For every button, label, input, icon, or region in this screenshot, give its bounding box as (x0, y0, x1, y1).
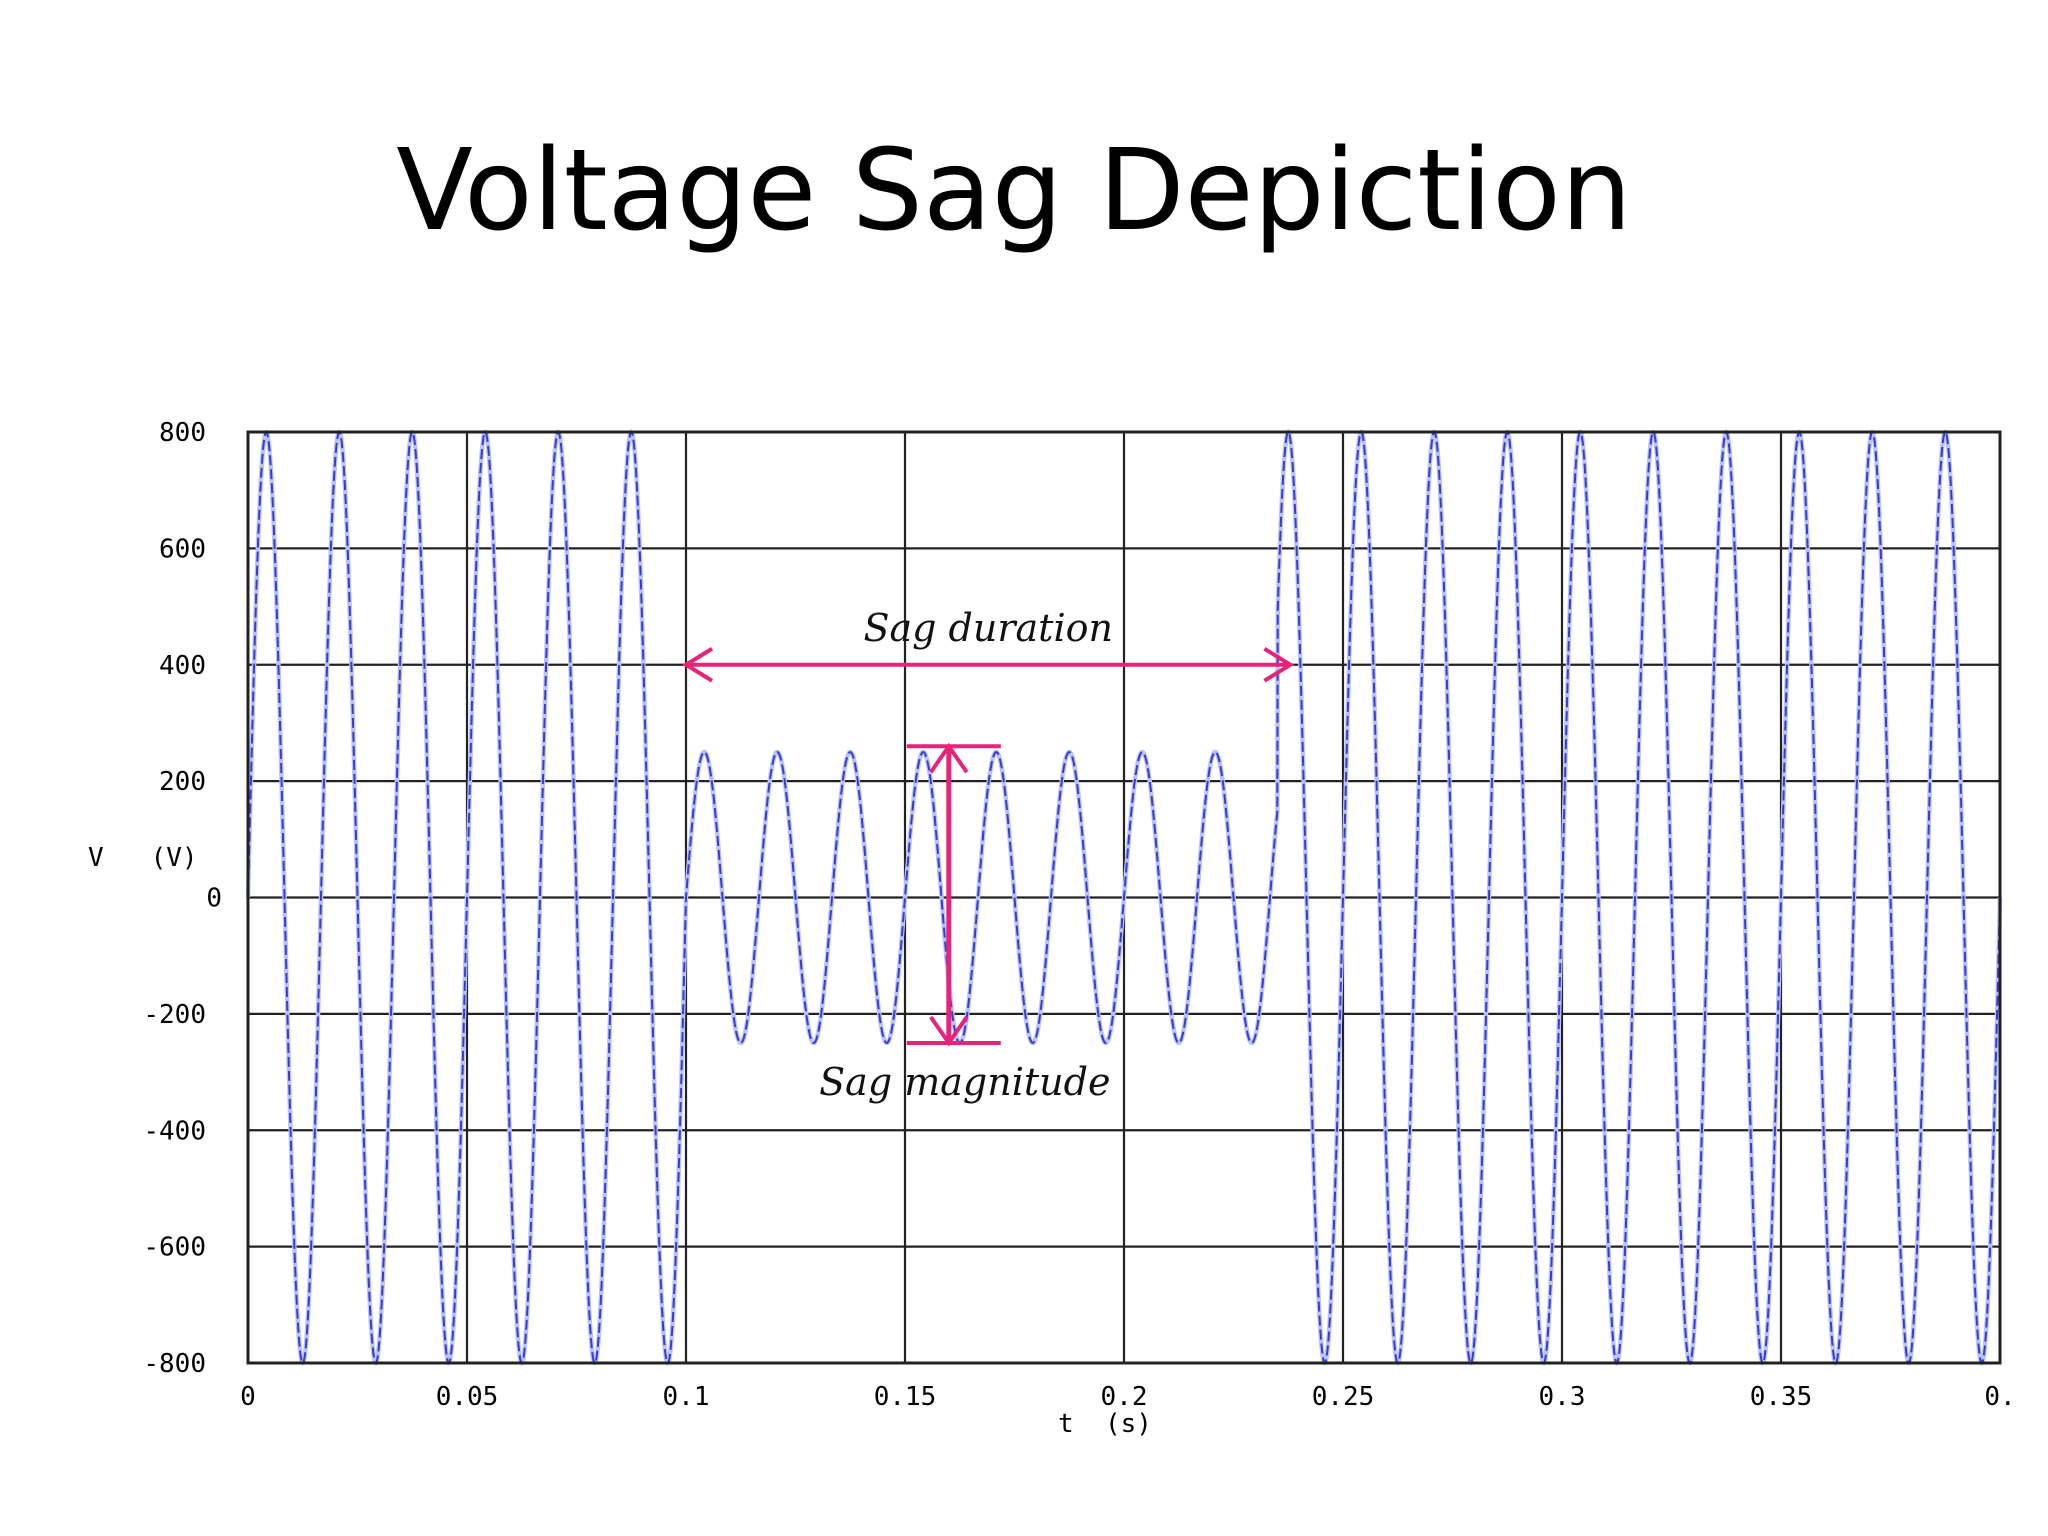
y-tick-label: 400 (159, 651, 206, 681)
sag-duration-label: Sag duration (863, 606, 1113, 650)
plot-frame (246, 430, 2002, 1365)
x-tick-label: 0. (1984, 1382, 2015, 1412)
x-tick-label: 0.05 (436, 1382, 499, 1412)
x-tick-label: 0.35 (1750, 1382, 1813, 1412)
sag-magnitude-arrowhead-bottom (929, 1015, 969, 1047)
x-tick-label: 0.25 (1312, 1382, 1375, 1412)
series-layer (245, 429, 2003, 1366)
x-tick-label: 0.1 (663, 1382, 710, 1412)
series-line (247, 430, 2001, 1365)
y-tick-label: -200 (143, 1000, 206, 1030)
y-tick-label: 0 (206, 884, 222, 914)
sag-magnitude-arrowhead-top (929, 742, 969, 774)
slide-title: Voltage Sag Depiction (396, 126, 1632, 256)
y-tick-label: -800 (143, 1349, 206, 1379)
sag-duration-arrowhead-left (682, 647, 714, 683)
sag-magnitude-label: Sag magnitude (819, 1060, 1110, 1104)
tick-label-layer: 0 0.05 0.1 0.15 0.2 0.25 0.3 0.35 0. 800 600 400 200… (143, 418, 2015, 1412)
sag-duration-arrowhead-right (1263, 647, 1295, 683)
x-axis-label: t (s) (1058, 1409, 1152, 1439)
x-tick-label: 0.3 (1539, 1382, 1586, 1412)
y-tick-label: -600 (143, 1233, 206, 1263)
y-tick-label: -400 (143, 1116, 206, 1146)
frame-layer (246, 430, 2002, 1365)
y-axis-label: V (V) (88, 843, 198, 873)
x-tick-label: 0.2 (1101, 1382, 1148, 1412)
y-tick-label: 200 (159, 767, 206, 797)
y-tick-label: 600 (159, 534, 206, 564)
x-tick-label: 0.15 (874, 1382, 937, 1412)
x-tick-label: 0 (240, 1382, 256, 1412)
annotation-layer: Sag duration Sag magnitude (682, 606, 1295, 1104)
y-tick-label: 800 (159, 418, 206, 448)
